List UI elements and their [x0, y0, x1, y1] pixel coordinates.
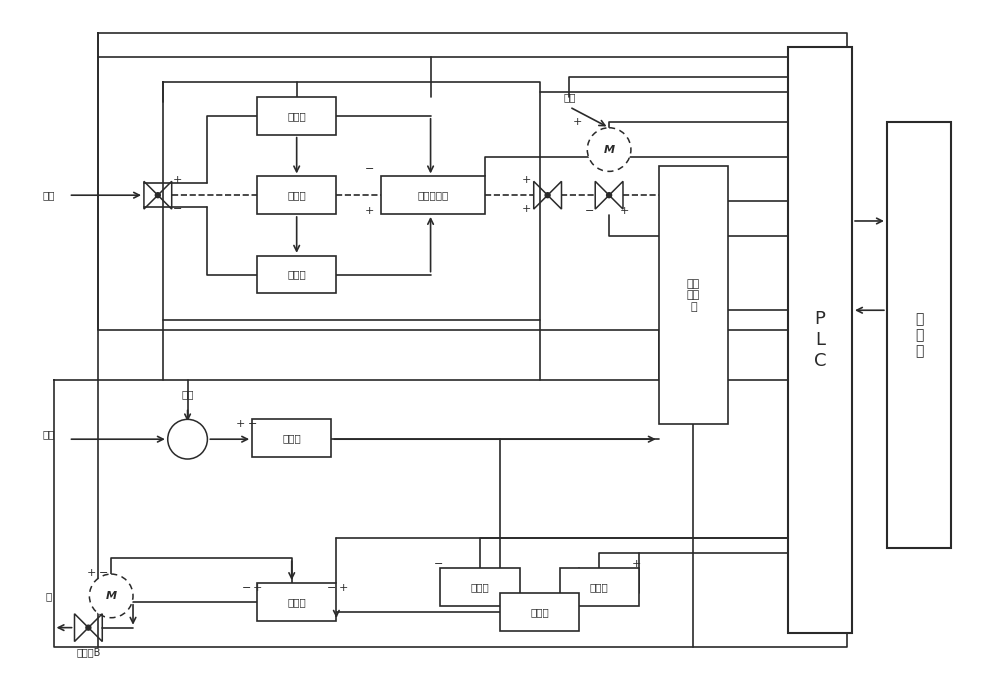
Text: 水力
射流
器: 水力 射流 器	[687, 279, 700, 312]
Text: 低液位: 低液位	[287, 111, 306, 121]
Text: 工
控
机: 工 控 机	[915, 312, 923, 358]
Text: 供水: 供水	[42, 190, 55, 200]
Text: −: −	[434, 559, 443, 569]
Text: +: +	[87, 568, 96, 578]
Bar	[887, 122, 951, 548]
Text: 高液位: 高液位	[471, 582, 490, 592]
Bar	[560, 568, 639, 606]
Bar	[252, 419, 331, 457]
Text: −: −	[585, 206, 594, 216]
Bar	[788, 48, 852, 633]
Circle shape	[545, 193, 550, 197]
Bar	[257, 97, 336, 135]
Text: 低液位: 低液位	[590, 582, 609, 592]
Bar	[500, 593, 579, 631]
Text: −: −	[364, 164, 374, 174]
Text: +: +	[364, 206, 374, 216]
Text: −: −	[241, 583, 251, 593]
Text: +: +	[632, 559, 642, 569]
Text: 溶解罐: 溶解罐	[530, 607, 549, 617]
Bar	[257, 255, 336, 294]
Text: 螺桿泵: 螺桿泵	[287, 597, 306, 607]
Text: 流量計B: 流量計B	[76, 648, 101, 657]
Text: 下料器: 下料器	[282, 433, 301, 443]
Text: +: +	[522, 175, 531, 185]
Text: 壓力: 壓力	[563, 92, 576, 102]
Text: 井: 井	[46, 591, 52, 601]
Circle shape	[168, 419, 207, 459]
Text: +: +	[573, 117, 582, 127]
Circle shape	[89, 574, 133, 618]
Bar	[659, 166, 728, 424]
Text: +: +	[339, 583, 348, 593]
Text: −: −	[173, 204, 182, 214]
Text: −: −	[99, 568, 108, 578]
Text: M: M	[106, 591, 117, 601]
Bar	[257, 176, 336, 214]
Text: 干粉: 干粉	[42, 429, 55, 439]
Circle shape	[86, 625, 91, 630]
Text: +: +	[522, 204, 531, 214]
Bar	[440, 568, 520, 606]
Text: P
L
C: P L C	[814, 311, 826, 370]
Text: +: +	[235, 419, 245, 429]
Text: 蓄水罐: 蓄水罐	[287, 190, 306, 200]
Text: 變頻離心泵: 變頻離心泵	[417, 190, 449, 200]
Text: +: +	[619, 206, 629, 216]
Bar	[257, 583, 336, 620]
Text: −: −	[327, 583, 336, 593]
Circle shape	[607, 193, 612, 197]
Bar	[381, 176, 485, 214]
Text: +: +	[252, 583, 262, 593]
Circle shape	[155, 193, 160, 197]
Text: −: −	[247, 419, 257, 429]
Text: +: +	[173, 175, 182, 185]
Text: 高液位: 高液位	[287, 270, 306, 279]
Text: 濃度: 濃度	[181, 390, 194, 400]
Circle shape	[587, 128, 631, 172]
Text: M: M	[604, 144, 615, 155]
